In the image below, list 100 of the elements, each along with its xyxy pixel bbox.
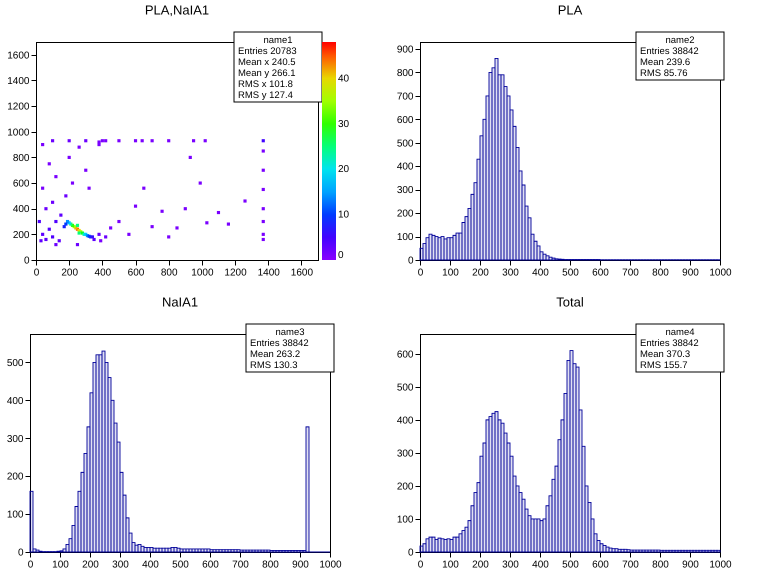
annotation: RMS 155.7 [640, 360, 688, 371]
annotation: Entries 38842 [640, 338, 699, 349]
annotation: Entries 38842 [640, 46, 699, 57]
color-bar-label: 20 [338, 164, 350, 176]
annotation: name1 [263, 35, 293, 46]
annotation: Mean y 266.1 [238, 68, 296, 79]
y-tick-label: 200 [12, 230, 30, 241]
y-tick-label: 1000 [7, 127, 30, 138]
y-tick-label: 800 [396, 68, 414, 79]
x-tick-label: 600 [202, 560, 220, 570]
color-bar-label: 30 [338, 118, 350, 130]
y-tick-label: 200 [396, 208, 414, 220]
annotation: RMS 130.3 [250, 360, 298, 371]
x-tick-label: 400 [532, 268, 550, 278]
color-bar-label: 0 [338, 250, 344, 261]
x-tick-label: 800 [652, 560, 670, 570]
y-tick-label: 100 [396, 232, 414, 244]
x-tick-label: 200 [472, 560, 490, 570]
x-tick-label: 1200 [224, 268, 248, 278]
color-bar-label: 10 [338, 210, 350, 221]
y-tick-label: 500 [6, 358, 24, 369]
chart-title: NaIA1 [162, 294, 198, 310]
annotation: name4 [665, 327, 695, 338]
x-tick-label: 600 [592, 560, 610, 570]
x-tick-label: 0 [34, 268, 40, 278]
x-tick-label: 500 [172, 560, 190, 570]
x-tick-label: 700 [622, 560, 640, 570]
x-tick-label: 400 [94, 268, 112, 278]
x-tick-label: 900 [682, 560, 700, 570]
y-tick-label: 600 [12, 178, 30, 190]
y-tick-label: 700 [396, 91, 414, 102]
annotation: Entries 20783 [238, 46, 297, 57]
x-tick-label: 100 [442, 560, 460, 570]
annotation: Mean 239.6 [640, 57, 690, 68]
y-tick-label: 1600 [7, 50, 30, 62]
x-tick-label: 300 [112, 560, 130, 570]
x-tick-label: 0 [418, 560, 424, 570]
y-tick-label: 400 [396, 415, 414, 426]
x-tick-label: 200 [82, 560, 100, 570]
annotation: Mean 263.2 [250, 349, 300, 360]
x-tick-label: 200 [61, 268, 78, 278]
x-tick-label: 1000 [319, 560, 342, 570]
x-tick-label: 900 [292, 560, 310, 570]
y-tick-label: 200 [396, 481, 414, 492]
x-tick-label: 300 [502, 268, 520, 278]
x-tick-label: 800 [262, 560, 280, 570]
color-bar-label: 40 [338, 73, 350, 84]
x-tick-label: 1000 [709, 268, 732, 278]
x-tick-label: 100 [442, 268, 460, 278]
x-tick-label: 1000 [191, 268, 214, 278]
x-tick-label: 700 [232, 560, 250, 570]
x-tick-label: 800 [652, 268, 670, 278]
y-tick-label: 300 [396, 448, 414, 460]
y-tick-label: 400 [6, 396, 24, 407]
y-tick-label: 0 [18, 548, 24, 558]
x-tick-label: 600 [128, 268, 145, 278]
x-tick-label: 600 [592, 268, 610, 278]
annotation: RMS x 101.8 [238, 79, 293, 90]
chart-title: PLA [558, 2, 583, 18]
x-tick-label: 1600 [290, 268, 314, 278]
y-tick-label: 400 [396, 162, 414, 173]
x-tick-label: 1400 [258, 268, 280, 278]
x-tick-label: 400 [532, 560, 550, 570]
y-tick-label: 800 [12, 152, 30, 164]
y-tick-label: 100 [6, 510, 24, 521]
annotation: RMS y 127.4 [238, 90, 293, 101]
y-tick-label: 400 [12, 204, 30, 216]
x-tick-label: 300 [502, 560, 520, 570]
x-tick-label: 500 [562, 268, 580, 278]
annotation: Entries 38842 [250, 338, 309, 349]
y-tick-label: 600 [396, 114, 414, 126]
y-tick-label: 500 [396, 382, 414, 394]
annotation: Mean 370.3 [640, 349, 690, 360]
x-tick-label: 1000 [709, 560, 732, 570]
y-tick-label: 0 [24, 256, 30, 266]
x-tick-label: 100 [52, 560, 70, 570]
x-tick-label: 700 [622, 268, 640, 278]
x-tick-label: 900 [682, 268, 700, 278]
x-tick-label: 800 [160, 268, 178, 278]
annotation: RMS 85.76 [640, 68, 688, 79]
y-tick-label: 500 [396, 138, 414, 150]
chart-title: PLA,NaIA1 [144, 2, 210, 18]
x-tick-label: 500 [562, 560, 580, 570]
chart-title: Total [556, 294, 584, 310]
y-tick-label: 1200 [7, 102, 30, 113]
x-tick-label: 0 [418, 268, 424, 278]
y-tick-label: 300 [6, 434, 24, 445]
x-tick-label: 200 [472, 268, 490, 278]
x-tick-label: 400 [142, 560, 160, 570]
y-tick-label: 600 [396, 349, 414, 360]
y-tick-label: 200 [6, 472, 24, 483]
annotation: Mean x 240.5 [238, 57, 296, 68]
y-tick-label: 900 [396, 44, 414, 56]
y-tick-label: 0 [408, 256, 414, 266]
y-tick-label: 100 [396, 514, 414, 526]
y-tick-label: 1400 [7, 76, 30, 87]
y-tick-label: 0 [408, 548, 414, 558]
annotation: name3 [275, 327, 305, 338]
y-tick-label: 300 [396, 185, 414, 196]
annotation: name2 [665, 35, 695, 46]
